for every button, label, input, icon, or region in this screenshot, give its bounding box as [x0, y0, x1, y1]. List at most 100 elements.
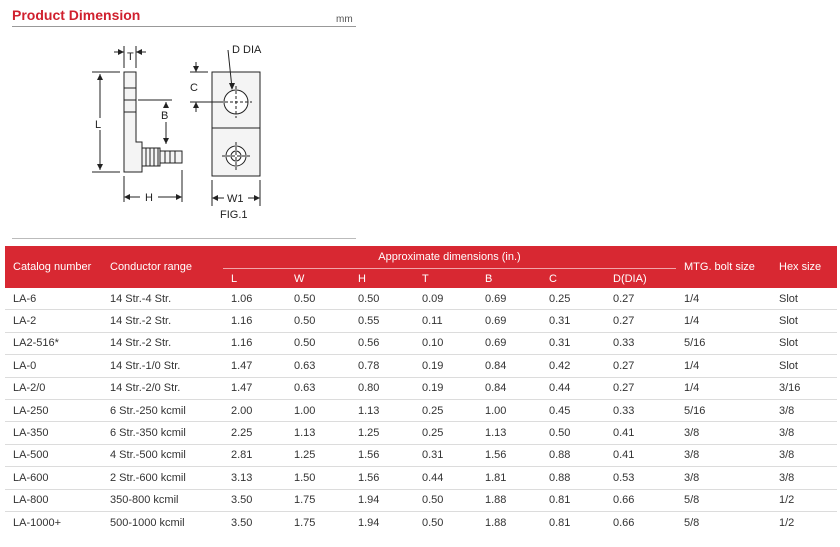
table-cell: LA-6 — [5, 288, 102, 311]
table-cell: 2 Str.-600 kcmil — [102, 466, 223, 490]
table-cell: 0.33 — [605, 399, 676, 423]
table-cell: 1/2 — [771, 489, 837, 512]
table-row: LA-1000+ 500-1000 kcmil 3.50 1.75 1.94 0.50 1.… — [5, 511, 837, 533]
header-dimensions-group: Approximate dimensions (in.) — [223, 246, 676, 269]
table-cell: 1.88 — [485, 516, 507, 529]
header-conductor-range: Conductor range — [102, 246, 223, 288]
table-cell: 1.00 — [286, 399, 350, 423]
table-cell: 0.44 — [541, 377, 605, 400]
table-cell: 0.50 — [422, 516, 444, 529]
dim-label-h: H — [145, 192, 153, 204]
table-cell: 3/16 — [771, 377, 837, 400]
table-cell: 2.81 — [223, 444, 286, 468]
table-cell: 1.94 — [358, 516, 380, 529]
diagram-divider — [12, 238, 356, 239]
table-row: LA-2/0 14 Str.-2/0 Str. 1.47 0.63 0.80 0.19 0.… — [5, 377, 837, 400]
table-cell: 0.84 — [477, 377, 541, 400]
figure-caption: FIG.1 — [220, 209, 248, 221]
dim-label-w1: W1 — [227, 193, 244, 205]
table-cell: LA-500 — [5, 444, 102, 468]
table-cell: 0.69 — [477, 288, 541, 311]
dimension-table: Catalog number Conductor range Approxima… — [5, 246, 837, 533]
table-cell: 14 Str.-1/0 Str. — [102, 354, 223, 378]
table-cell: 1.13 — [286, 421, 350, 445]
table-cell: 1.13 — [350, 399, 414, 423]
table-cell: 5/8 — [684, 516, 700, 529]
table-cell: 0.63 — [286, 377, 350, 400]
table-cell: 0.53 — [605, 466, 676, 490]
table-cell: 0.31 — [541, 332, 605, 356]
table-cell: 1.50 — [286, 466, 350, 490]
dim-label-c: C — [190, 82, 198, 94]
table-row: LA-250 6 Str.-250 kcmil 2.00 1.00 1.13 0.25 1.… — [5, 399, 837, 423]
header-dim-d: D(DIA) — [605, 268, 676, 288]
table-cell: 0.80 — [350, 377, 414, 400]
table-cell: 0.50 — [286, 288, 350, 311]
table-cell: 5/16 — [676, 332, 771, 356]
table-cell: 0.50 — [414, 489, 477, 512]
table-cell: 0.88 — [541, 444, 605, 468]
table-cell: 3/8 — [771, 421, 837, 445]
table-cell: LA-2/0 — [5, 377, 102, 400]
table-cell: 1.56 — [350, 444, 414, 468]
table-cell: 14 Str.-2 Str. — [102, 332, 223, 356]
table-cell: 0.33 — [605, 332, 676, 356]
section-title: Product Dimension — [12, 7, 141, 23]
header-dim-l: L — [223, 268, 286, 288]
table-cell: LA2-516* — [5, 332, 102, 356]
table-cell: 1.56 — [477, 444, 541, 468]
table-cell: 0.81 — [549, 516, 571, 529]
dim-label-l: L — [95, 119, 101, 131]
table-cell: 1.06 — [223, 288, 286, 311]
table-cell: 3.50 — [223, 489, 286, 512]
table-cell: 2.00 — [223, 399, 286, 423]
table-cell: 0.42 — [541, 354, 605, 378]
table-cell: 14 Str.-2/0 Str. — [102, 377, 223, 400]
table-cell: 0.19 — [414, 377, 477, 400]
table-cell: 0.25 — [541, 288, 605, 311]
dim-label-t: T — [127, 51, 134, 63]
table-cell: 0.31 — [414, 444, 477, 468]
table-cell: 3/8 — [676, 444, 771, 468]
table-row: LA-800 350-800 kcmil 3.50 1.75 1.94 0.50 1.88 0… — [5, 489, 837, 512]
table-cell: 1.25 — [350, 421, 414, 445]
table-cell: 1/2 — [779, 516, 795, 529]
table-row: LA-2 14 Str.-2 Str. 1.16 0.50 0.55 0.11 0.69 0.… — [5, 309, 837, 333]
table-cell: 1.47 — [223, 354, 286, 378]
table-cell: 1.13 — [477, 421, 541, 445]
table-cell: LA-0 — [5, 354, 102, 378]
dimension-diagram: T L B H C D DIA W1 FIG.1 — [92, 44, 262, 221]
table-cell: 0.84 — [477, 354, 541, 378]
table-cell: LA-350 — [5, 421, 102, 445]
table-cell: 3/8 — [771, 466, 837, 490]
table-row: LA-0 14 Str.-1/0 Str. 1.47 0.63 0.78 0.19 0.84… — [5, 354, 837, 378]
table-cell: 0.11 — [414, 309, 477, 333]
table-cell: 6 Str.-250 kcmil — [102, 399, 223, 423]
table-cell: 0.27 — [605, 377, 676, 400]
table-cell: 0.44 — [414, 466, 477, 490]
table-cell: 4 Str.-500 kcmil — [102, 444, 223, 468]
table-cell: 0.25 — [414, 421, 477, 445]
table-cell: 0.45 — [541, 399, 605, 423]
table-cell: 0.81 — [541, 489, 605, 512]
table-cell: 14 Str.-4 Str. — [102, 288, 223, 311]
table-cell: 0.25 — [414, 399, 477, 423]
table-cell: 1/4 — [676, 309, 771, 333]
table-cell: 0.31 — [541, 309, 605, 333]
table-cell: 0.50 — [350, 288, 414, 311]
table-cell: 2.25 — [223, 421, 286, 445]
table-cell: 1.88 — [477, 489, 541, 512]
table-cell: 1.16 — [223, 309, 286, 333]
table-cell: 0.63 — [286, 354, 350, 378]
table-cell: 0.09 — [414, 288, 477, 311]
table-cell: 1.16 — [223, 332, 286, 356]
table-cell: 1/4 — [676, 288, 771, 311]
table-cell: 14 Str.-2 Str. — [102, 309, 223, 333]
table-cell: 0.19 — [414, 354, 477, 378]
header-catalog-number: Catalog number — [5, 246, 102, 288]
table-cell: 1/4 — [676, 377, 771, 400]
table-cell: 0.50 — [286, 309, 350, 333]
table-cell: 3.50 — [231, 516, 253, 529]
header-divider — [12, 26, 356, 27]
table-cell: 5/8 — [676, 489, 771, 512]
